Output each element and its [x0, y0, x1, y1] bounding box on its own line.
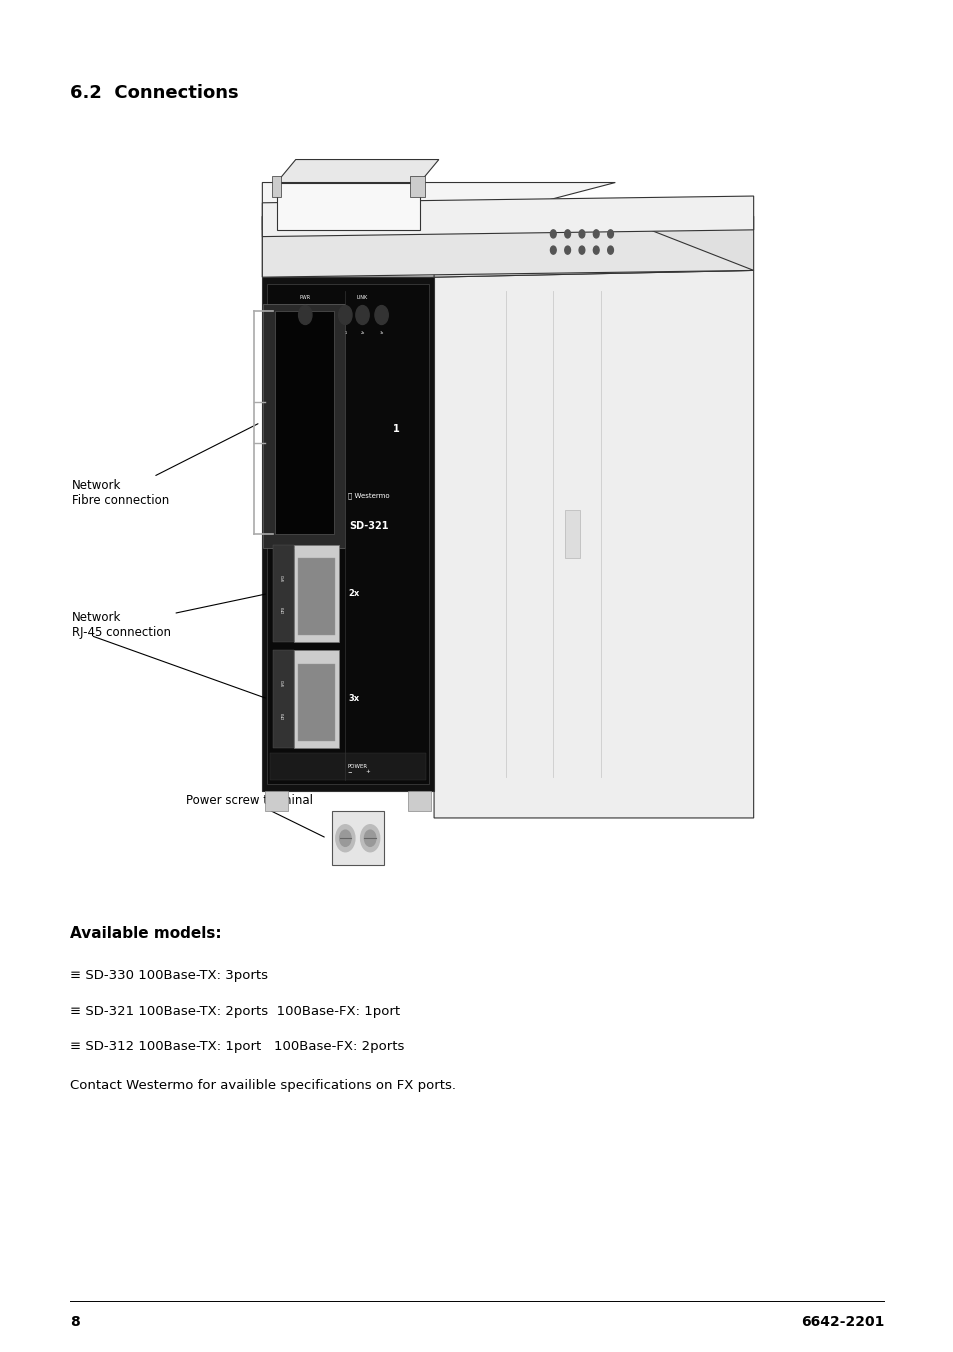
Polygon shape	[267, 284, 429, 784]
Bar	[564, 510, 579, 558]
Text: Contact Westermo for availible specifications on FX ports.: Contact Westermo for availible specifica…	[70, 1079, 456, 1092]
Polygon shape	[434, 270, 753, 818]
Circle shape	[564, 230, 570, 238]
Text: 3x: 3x	[348, 695, 359, 703]
Circle shape	[550, 246, 556, 254]
Text: 1: 1	[392, 425, 399, 434]
Polygon shape	[270, 753, 426, 780]
Circle shape	[578, 246, 584, 254]
Circle shape	[355, 306, 369, 324]
Polygon shape	[273, 545, 294, 642]
Text: −: −	[348, 769, 352, 775]
Text: +: +	[365, 769, 369, 775]
Circle shape	[564, 246, 570, 254]
Circle shape	[607, 246, 613, 254]
Text: Network
RJ-45 connection: Network RJ-45 connection	[71, 594, 265, 638]
Polygon shape	[294, 650, 338, 748]
Text: 2x: 2x	[348, 589, 359, 598]
Circle shape	[593, 230, 598, 238]
Text: Network
Fibre connection: Network Fibre connection	[71, 423, 257, 507]
Circle shape	[364, 830, 375, 846]
Bar	[331, 811, 383, 865]
Circle shape	[578, 230, 584, 238]
Circle shape	[338, 306, 352, 324]
Text: PWR: PWR	[299, 295, 311, 300]
Text: ≡ SD-312 100Base-TX: 1port   100Base-FX: 2ports: ≡ SD-312 100Base-TX: 1port 100Base-FX: 2…	[70, 1040, 403, 1053]
Text: LINK: LINK	[356, 295, 368, 300]
Text: 6642-2201: 6642-2201	[801, 1315, 883, 1329]
Text: SD-321: SD-321	[349, 521, 389, 531]
Polygon shape	[262, 216, 753, 277]
Polygon shape	[262, 183, 615, 230]
Text: ≡ SD-330 100Base-TX: 3ports: ≡ SD-330 100Base-TX: 3ports	[70, 969, 268, 983]
Circle shape	[298, 306, 312, 324]
Text: 6.2  Connections: 6.2 Connections	[70, 84, 238, 101]
Polygon shape	[262, 196, 753, 237]
Bar	[408, 791, 431, 811]
Bar	[265, 791, 288, 811]
Text: SPD: SPD	[281, 573, 285, 581]
Text: 3x: 3x	[379, 331, 383, 334]
Circle shape	[335, 825, 355, 852]
Polygon shape	[276, 160, 438, 183]
Circle shape	[339, 830, 351, 846]
Polygon shape	[274, 311, 334, 534]
Polygon shape	[263, 304, 345, 548]
Text: 2x: 2x	[360, 331, 364, 334]
Text: 1: 1	[344, 331, 346, 334]
Polygon shape	[262, 216, 615, 277]
Circle shape	[360, 825, 379, 852]
Circle shape	[550, 230, 556, 238]
Text: ≡ SD-321 100Base-TX: 2ports  100Base-FX: 1port: ≡ SD-321 100Base-TX: 2ports 100Base-FX: …	[70, 1005, 399, 1018]
Text: 8: 8	[70, 1315, 79, 1329]
Text: DPX: DPX	[281, 711, 285, 719]
Polygon shape	[434, 216, 615, 791]
Polygon shape	[434, 216, 753, 277]
Circle shape	[375, 306, 388, 324]
Polygon shape	[297, 664, 335, 741]
Polygon shape	[410, 176, 424, 197]
Text: SPD: SPD	[281, 679, 285, 687]
Text: DPX: DPX	[281, 606, 285, 614]
Text: Power screw terminal: Power screw terminal	[186, 794, 324, 837]
Polygon shape	[297, 558, 335, 635]
Text: Available models:: Available models:	[70, 926, 221, 941]
Polygon shape	[294, 545, 338, 642]
Polygon shape	[262, 277, 434, 791]
Circle shape	[607, 230, 613, 238]
Text: POWER: POWER	[347, 764, 368, 769]
Text: Ⓦ Westermo: Ⓦ Westermo	[348, 493, 390, 499]
Polygon shape	[273, 650, 294, 748]
Polygon shape	[276, 183, 419, 230]
Polygon shape	[272, 176, 281, 197]
Circle shape	[593, 246, 598, 254]
